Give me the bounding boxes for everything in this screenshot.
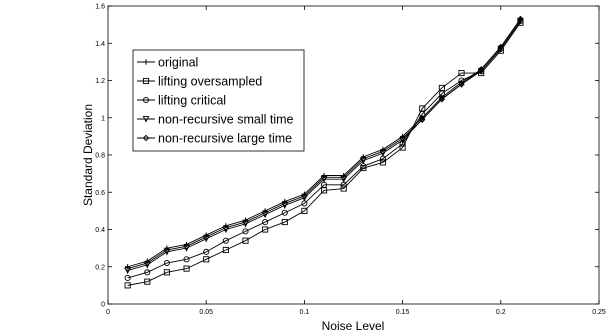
data-point-circle bbox=[163, 259, 170, 267]
series-group bbox=[124, 15, 524, 289]
legend-item: lifting oversampled bbox=[137, 75, 262, 89]
data-point-circle bbox=[281, 209, 288, 216]
legend-item: lifting critical bbox=[137, 94, 226, 108]
data-point-square bbox=[399, 144, 406, 151]
data-point-square bbox=[144, 278, 151, 285]
data-point-circle bbox=[262, 218, 269, 226]
x-tick-label: 0.25 bbox=[592, 309, 606, 316]
data-point-diamond bbox=[477, 66, 485, 73]
series-line bbox=[127, 22, 521, 286]
data-point-circle bbox=[458, 77, 465, 84]
data-point-circle bbox=[203, 248, 210, 255]
data-point-square bbox=[222, 246, 229, 254]
data-point-square bbox=[301, 207, 308, 214]
y-tick-label: 0 bbox=[101, 302, 105, 309]
data-point-square bbox=[203, 256, 210, 263]
legend-label: non-recursive large time bbox=[158, 132, 292, 146]
y-tick-label: 0.6 bbox=[95, 190, 105, 197]
data-point-circle bbox=[222, 237, 229, 244]
series-line bbox=[127, 20, 521, 279]
data-point-diamond bbox=[144, 259, 151, 267]
legend-label: non-recursive small time bbox=[158, 113, 294, 127]
x-axis-label: Noise Level bbox=[322, 319, 385, 333]
x-tick-label: 0.05 bbox=[199, 309, 213, 316]
data-point-circle bbox=[144, 269, 151, 276]
ticks: 0 0.05 0.1 0.15 0.2 0.25 0 0.2 0.4 0.6 0.8 1 1.2 1.4 1… bbox=[95, 4, 606, 317]
data-point-diamond bbox=[242, 218, 249, 226]
y-tick-label: 0.8 bbox=[95, 153, 105, 160]
data-point-diamond bbox=[419, 116, 426, 123]
x-tick-label: 0.2 bbox=[496, 309, 506, 316]
y-tick-label: 0.4 bbox=[95, 227, 105, 234]
legend-item: non-recursive small time bbox=[137, 113, 294, 127]
data-point-diamond bbox=[281, 200, 288, 207]
series-diamond bbox=[124, 15, 524, 272]
data-point-square bbox=[242, 237, 249, 244]
legend: original lifting oversampled lifting criti… bbox=[132, 49, 305, 152]
x-tick-label: 0.15 bbox=[396, 309, 410, 316]
data-point-square bbox=[379, 159, 387, 166]
y-tick-label: 1.6 bbox=[95, 4, 105, 11]
data-point-square bbox=[183, 265, 190, 272]
data-point-diamond bbox=[458, 80, 465, 88]
y-tick-label: 1 bbox=[101, 115, 105, 122]
data-point-diamond bbox=[261, 209, 269, 216]
legend-label: lifting critical bbox=[158, 94, 226, 108]
data-point-circle bbox=[142, 96, 150, 104]
data-point-diamond bbox=[340, 174, 347, 181]
data-point-square bbox=[281, 218, 288, 226]
y-tick-label: 1.4 bbox=[95, 41, 105, 48]
data-point-diamond bbox=[301, 192, 308, 200]
data-point-square bbox=[142, 77, 150, 85]
data-point-diamond bbox=[222, 224, 230, 231]
data-point-diamond bbox=[124, 265, 131, 272]
data-point-diamond bbox=[517, 15, 524, 23]
data-point-square bbox=[262, 226, 269, 233]
data-point-diamond bbox=[163, 246, 171, 254]
data-point-diamond bbox=[360, 155, 367, 162]
data-point-square bbox=[458, 69, 465, 77]
data-point-diamond bbox=[202, 233, 210, 241]
data-point-diamond bbox=[320, 174, 328, 181]
data-point-plus bbox=[143, 59, 149, 65]
y-axis-label: Standard Deviation bbox=[81, 104, 95, 206]
data-point-diamond bbox=[438, 95, 446, 103]
y-tick-label: 1.2 bbox=[95, 78, 105, 85]
legend-box bbox=[132, 49, 305, 152]
data-point-diamond bbox=[497, 43, 505, 51]
data-point-circle bbox=[183, 256, 190, 263]
x-tick-label: 0.1 bbox=[300, 309, 310, 316]
x-tick-label: 0 bbox=[106, 309, 110, 316]
data-point-diamond bbox=[379, 148, 387, 155]
legend-item: non-recursive large time bbox=[137, 132, 292, 146]
legend-item: original bbox=[137, 56, 198, 70]
legend-label: lifting oversampled bbox=[158, 75, 262, 89]
data-point-diamond bbox=[142, 134, 150, 142]
legend-label: original bbox=[158, 56, 198, 70]
data-point-circle bbox=[242, 228, 249, 235]
data-point-square bbox=[340, 185, 347, 192]
data-point-square bbox=[163, 269, 170, 276]
data-point-diamond bbox=[399, 135, 406, 142]
y-tick-label: 0.2 bbox=[95, 264, 105, 271]
series-line bbox=[127, 18, 521, 270]
data-point-triangle-down bbox=[142, 115, 150, 123]
data-point-square bbox=[124, 282, 131, 289]
data-point-diamond bbox=[183, 243, 190, 250]
data-point-circle bbox=[124, 274, 131, 281]
